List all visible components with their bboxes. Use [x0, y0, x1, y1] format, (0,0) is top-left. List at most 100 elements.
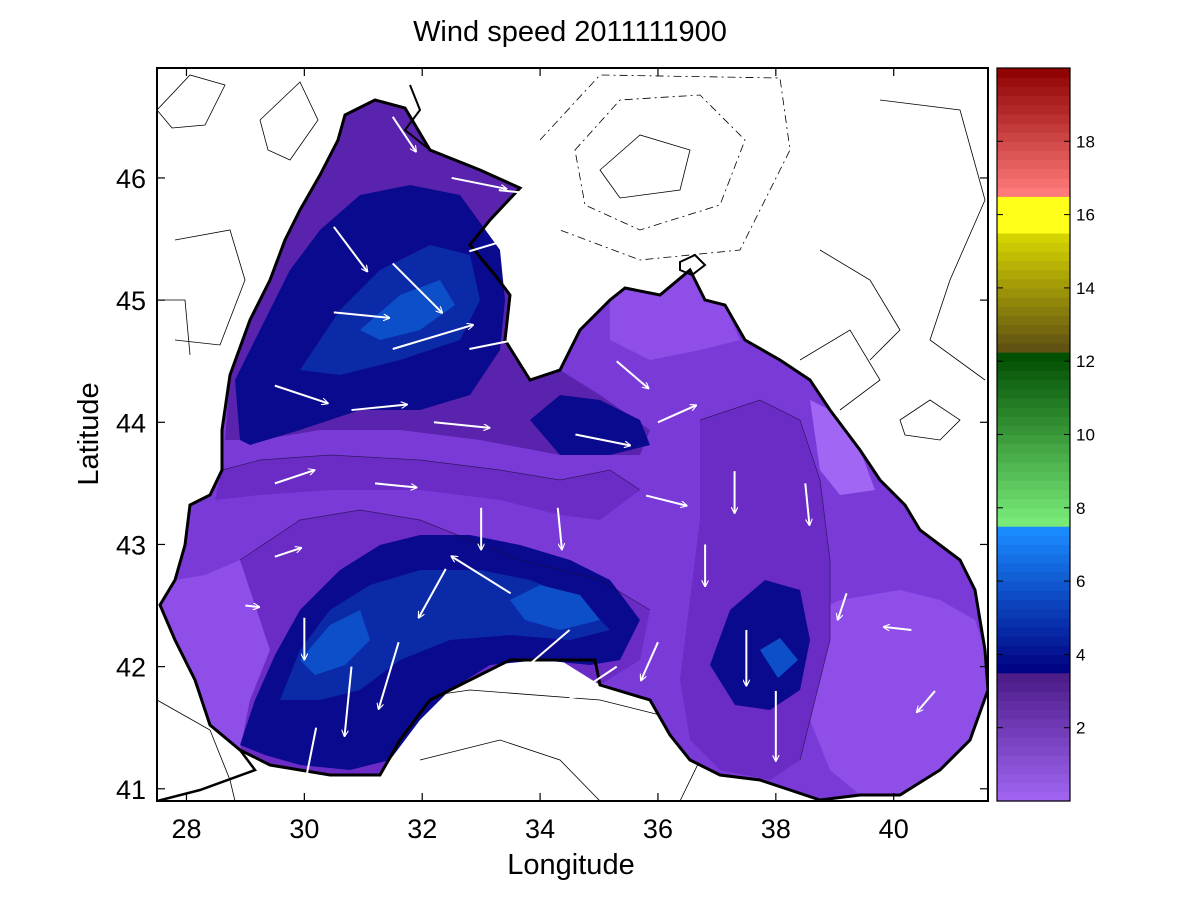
- coastline-kerch: [679, 253, 707, 277]
- colorbar-swatch: [997, 608, 1070, 619]
- colorbar-swatch: [997, 461, 1070, 472]
- y-tick-label: 42: [116, 653, 146, 683]
- colorbar-swatch: [997, 416, 1070, 426]
- colorbar-swatch: [997, 324, 1070, 335]
- colorbar-tick-label: 14: [1076, 279, 1095, 298]
- colorbar-swatch: [997, 159, 1070, 170]
- colorbar-swatch: [997, 306, 1070, 316]
- contour-blue-center: [530, 395, 650, 455]
- y-tick-label: 44: [116, 408, 146, 438]
- y-tick-label: 46: [116, 164, 146, 194]
- colorbar-swatch: [997, 150, 1070, 161]
- colorbar-swatch: [997, 535, 1070, 546]
- colorbar-swatch: [997, 471, 1070, 481]
- colorbar-swatch: [997, 86, 1070, 97]
- wind-arrow: [451, 556, 512, 595]
- colorbar-swatch: [997, 132, 1070, 142]
- colorbar-swatch: [997, 251, 1070, 262]
- colorbar-swatch: [997, 370, 1070, 381]
- wind-arrow: [645, 494, 687, 506]
- colorbar-swatch: [997, 168, 1070, 179]
- contour-blue-east: [710, 580, 810, 710]
- wind-arrow: [419, 568, 447, 618]
- plot-frame: [156, 67, 989, 802]
- colorbar-swatch: [997, 553, 1070, 564]
- colorbar-swatch: [997, 77, 1070, 87]
- colorbar-swatch: [997, 452, 1070, 463]
- wind-arrow: [433, 421, 490, 428]
- plot-area: [157, 68, 988, 801]
- colorbar-swatch: [997, 526, 1070, 536]
- contour-blue-east-core: [760, 638, 798, 678]
- colorbar-swatch: [997, 278, 1070, 289]
- colorbar-swatch: [997, 205, 1070, 216]
- colorbar-swatch: [997, 141, 1070, 152]
- colorbar-swatch: [997, 581, 1070, 591]
- colorbar-swatch: [997, 791, 1070, 802]
- colorbar-swatch: [997, 709, 1070, 720]
- x-tick-label: 32: [407, 814, 437, 844]
- colorbar-swatch: [997, 755, 1070, 765]
- colorbar-swatch: [997, 691, 1070, 701]
- colorbar-tick-label: 12: [1076, 352, 1095, 371]
- x-axis-label: Longitude: [507, 849, 634, 881]
- colorbar-swatch: [997, 177, 1070, 188]
- colorbar-swatch: [997, 113, 1070, 124]
- wind-arrow: [305, 727, 318, 783]
- colorbar-swatch: [997, 654, 1070, 665]
- coastline-bosporus: [157, 749, 258, 801]
- colorbar-swatch: [997, 379, 1070, 390]
- colorbar-swatch: [997, 122, 1070, 133]
- wind-arrow: [570, 665, 618, 698]
- colorbar-swatch: [997, 223, 1070, 234]
- colorbar-swatch: [997, 214, 1070, 225]
- wind-arrow: [274, 470, 315, 485]
- colorbar-swatch: [997, 68, 1070, 78]
- y-tick-label: 43: [116, 530, 146, 560]
- x-tick-label: 28: [171, 814, 201, 844]
- colorbar-swatch: [997, 727, 1070, 738]
- wind-arrow: [804, 483, 809, 525]
- colorbar-swatch: [997, 700, 1070, 710]
- wind-arrow: [498, 189, 555, 196]
- sea-contour-lines: [221, 399, 831, 761]
- colorbar-swatch: [997, 315, 1070, 326]
- colorbar-swatch: [997, 333, 1070, 344]
- colorbar-swatch: [997, 397, 1070, 408]
- colorbar-swatch: [997, 617, 1070, 628]
- wind-arrow: [451, 176, 507, 189]
- wind-arrow: [351, 404, 407, 412]
- y-axis-label: Latitude: [73, 382, 105, 485]
- wind-arrow: [575, 433, 630, 446]
- x-axis: 28 30 32 34 36 38 40: [171, 68, 909, 844]
- colorbar: [997, 68, 1070, 802]
- colorbar-swatch: [997, 104, 1070, 115]
- colorbar-swatch: [997, 388, 1070, 399]
- contour-blue-south-core-west: [300, 610, 370, 675]
- wind-vectors: [245, 116, 936, 783]
- x-tick-label: 36: [643, 814, 673, 844]
- wind-arrow: [392, 325, 473, 350]
- colorbar-ticks: 2 4 6 8 10 12 14 16 18: [997, 132, 1095, 738]
- colorbar-swatch: [997, 764, 1070, 775]
- colorbar-swatch: [997, 232, 1070, 243]
- land-contours: [157, 74, 986, 801]
- wind-arrow: [478, 714, 517, 732]
- colorbar-swatch: [997, 361, 1070, 371]
- y-axis: 41 42 43 44 45 46: [116, 164, 988, 805]
- wind-arrow: [333, 226, 368, 272]
- wind-arrow: [616, 360, 649, 388]
- wind-arrow: [391, 116, 416, 152]
- wind-arrow: [469, 335, 538, 350]
- colorbar-swatch: [997, 507, 1070, 518]
- colorbar-swatch: [997, 626, 1070, 637]
- contour-light-east: [800, 590, 988, 795]
- colorbar-swatch: [997, 407, 1070, 417]
- colorbar-swatch: [997, 489, 1070, 500]
- colorbar-swatch: [997, 498, 1070, 509]
- colorbar-swatch: [997, 297, 1070, 307]
- colorbar-swatch: [997, 242, 1070, 252]
- colorbar-swatch: [997, 672, 1070, 683]
- colorbar-swatch: [997, 636, 1070, 646]
- wind-arrow: [838, 593, 848, 620]
